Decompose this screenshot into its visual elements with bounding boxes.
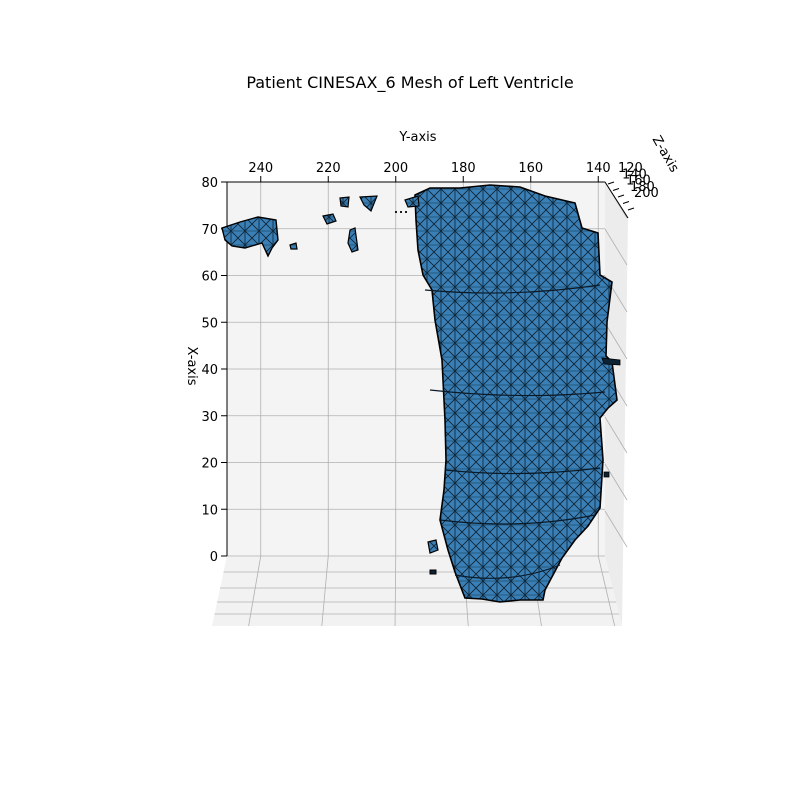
z-tick-label: 160	[626, 174, 651, 189]
z-axis-label: Z-axis	[649, 133, 682, 175]
tick-labels: 240 220 200 180 160 1400102030405060708012014…	[201, 161, 658, 565]
side-grid-line	[604, 510, 628, 548]
z-tick-label: 200	[634, 186, 659, 201]
x-tick-label: 10	[201, 503, 218, 518]
side-grid-line	[604, 322, 628, 360]
x-tick-label: 70	[201, 223, 218, 238]
x-tick-label: 0	[210, 550, 218, 565]
y-tick-label: 220	[316, 161, 341, 176]
z-tick	[607, 181, 615, 185]
mesh-fragment-5	[289, 242, 298, 250]
mesh-fragment-4	[347, 227, 359, 253]
tick-marks	[221, 176, 635, 557]
z-axis-line	[604, 181, 629, 219]
mesh-fragment-1	[322, 213, 337, 225]
x-tick-label: 30	[201, 410, 218, 425]
mesh-fragment-9	[601, 357, 621, 366]
z-tick-label: 180	[630, 180, 655, 195]
z-tick-label: 140	[622, 167, 647, 182]
mesh-fragment-10	[603, 471, 610, 478]
z-tick	[617, 194, 625, 198]
x-tick-label: 60	[201, 270, 218, 285]
y-tick-label: 200	[383, 161, 408, 176]
side-grid-line	[604, 463, 628, 501]
x-tick-label: 80	[201, 176, 218, 191]
x-tick-label: 20	[201, 457, 218, 472]
side-grid-line	[604, 228, 628, 266]
z-tick	[612, 188, 620, 191]
mesh-fragment-8	[429, 569, 437, 575]
x-tick-label: 50	[201, 316, 218, 331]
y-tick-label: 140	[586, 161, 611, 176]
mesh-fragment-3	[359, 195, 378, 213]
z-tick	[622, 201, 630, 204]
y-tick-label: 240	[248, 161, 273, 176]
y-axis-label: Y-axis	[398, 130, 436, 145]
chart-title: Patient CINESAX_6 Mesh of Left Ventricle	[246, 73, 573, 93]
z-tick	[627, 207, 635, 211]
mesh-fragment-topleft	[221, 216, 279, 258]
side-grid-line	[604, 416, 628, 454]
x-axis-label: X-axis	[184, 347, 199, 386]
mesh-ring-lines	[424, 284, 606, 579]
mesh-fragment-7	[427, 539, 439, 554]
z-tick-label: 120	[618, 161, 643, 176]
floor-pane	[212, 556, 622, 626]
y-tick-label: 180	[451, 161, 476, 176]
y-tick-label: 160	[518, 161, 543, 176]
mesh-fragment-6	[404, 195, 420, 208]
ventricle-mesh	[221, 184, 621, 603]
x-tick-label: 40	[201, 363, 218, 378]
mesh-fragment-2	[339, 196, 350, 208]
